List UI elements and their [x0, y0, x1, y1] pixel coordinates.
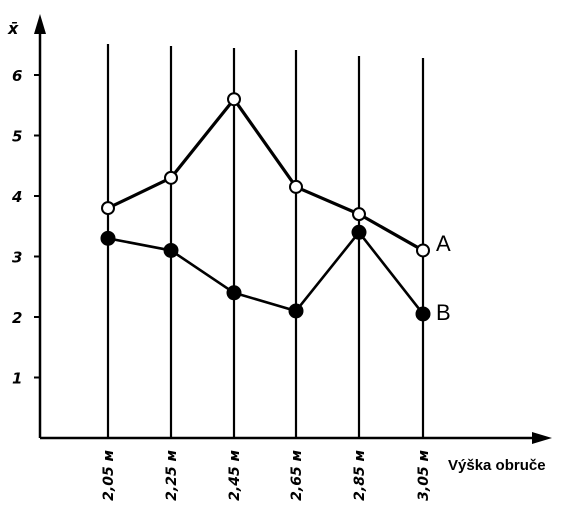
x-axis-arrow [532, 432, 552, 444]
data-point-b [351, 224, 367, 240]
x-category-label: 3,05 м [416, 450, 432, 501]
data-point-b [415, 306, 431, 322]
series-line-a [107, 97, 424, 252]
data-point-b [226, 285, 242, 301]
data-point-b [163, 242, 179, 258]
data-point-b [100, 230, 116, 246]
x-category-label: 2,85 м [352, 450, 368, 501]
series-line-b [107, 231, 425, 315]
y-tick-label: 6 [12, 67, 22, 85]
data-point-a [164, 170, 178, 185]
y-axis-label: x̄ [7, 19, 19, 38]
data-point-a [352, 207, 366, 222]
x-category-label: 2,65 м [289, 450, 305, 501]
y-tick-label: 3 [12, 249, 22, 267]
axes [34, 14, 552, 444]
x-category-label: 2,25 м [164, 450, 180, 501]
vertical-gridlines [106, 44, 425, 438]
y-tick-label: 1 [12, 370, 22, 388]
data-point-a [416, 243, 430, 258]
x-category-label: 2,45 м [227, 450, 243, 501]
x-category-labels: 2,05 м 2,25 м 2,45 м 2,65 м 2,85 м 3,05 м [101, 450, 432, 501]
y-tick-labels: 1 2 3 4 5 6 [11, 67, 40, 388]
data-point-b [288, 303, 304, 319]
series-label-b: B [436, 300, 451, 325]
data-point-a [227, 92, 241, 107]
data-point-a [289, 179, 303, 194]
series-label-a: A [436, 231, 451, 256]
data-point-a [101, 201, 115, 216]
series-lines [100, 92, 431, 322]
y-tick-label: 4 [11, 188, 22, 206]
y-tick-label: 5 [12, 128, 22, 146]
x-category-label: 2,05 м [101, 450, 117, 501]
x-axis-title: Výška obruče [448, 457, 546, 474]
y-tick-label: 2 [12, 309, 22, 327]
y-axis-arrow [34, 14, 46, 34]
